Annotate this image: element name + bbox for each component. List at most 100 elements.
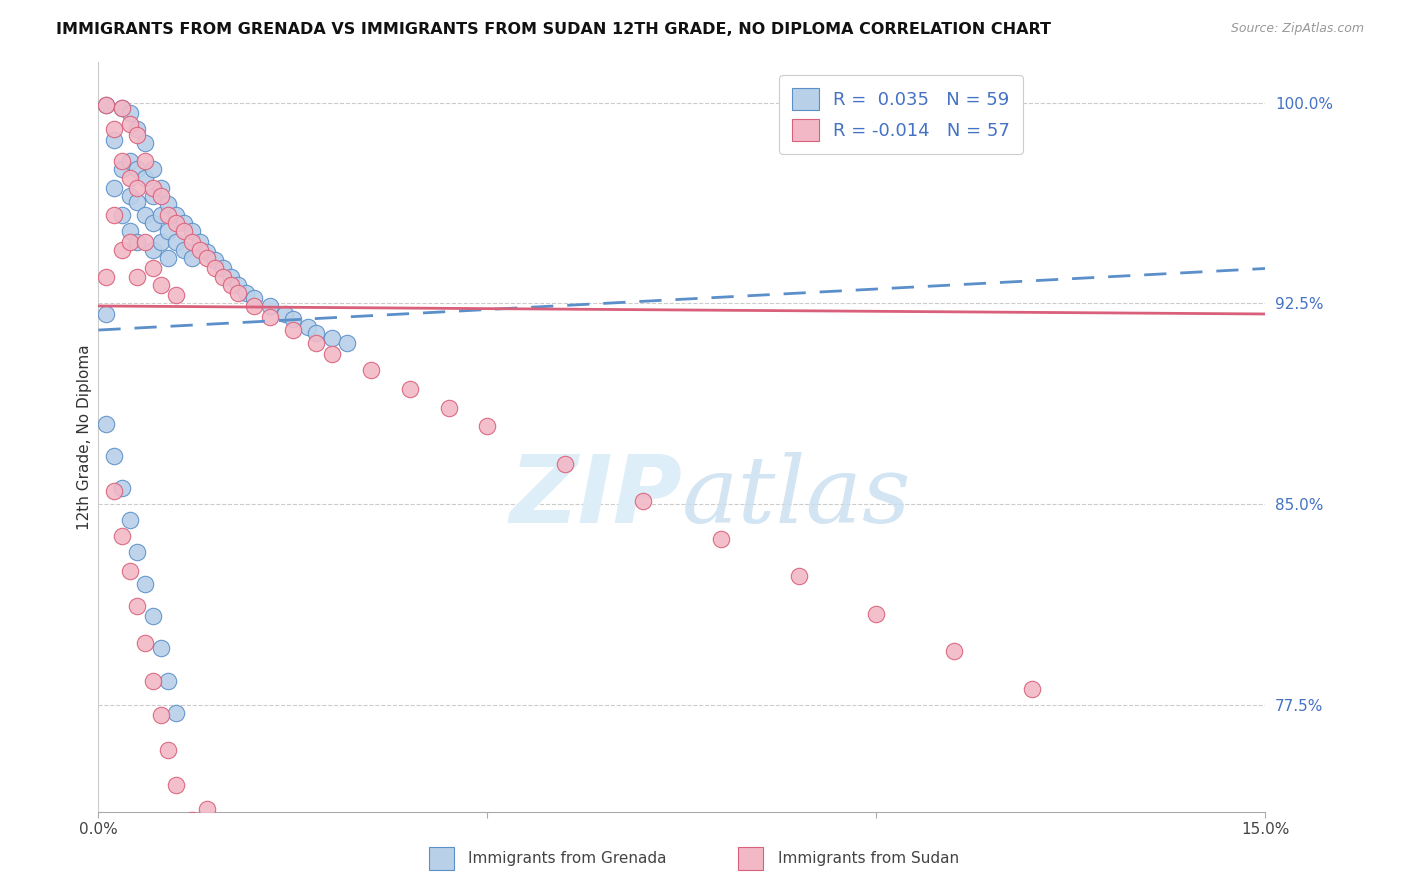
Point <box>118 224 141 238</box>
Point <box>111 481 134 495</box>
Point <box>219 269 242 284</box>
Point <box>195 245 218 260</box>
Point <box>157 208 180 222</box>
Point <box>118 106 141 120</box>
Point <box>149 277 172 292</box>
Point <box>710 532 733 546</box>
Point <box>554 457 576 471</box>
Point <box>111 101 134 115</box>
Point <box>96 98 118 112</box>
Text: Immigrants from Sudan: Immigrants from Sudan <box>778 851 959 866</box>
Text: IMMIGRANTS FROM GRENADA VS IMMIGRANTS FROM SUDAN 12TH GRADE, NO DIPLOMA CORRELAT: IMMIGRANTS FROM GRENADA VS IMMIGRANTS FR… <box>56 22 1052 37</box>
Point <box>127 194 149 209</box>
Point <box>274 307 297 321</box>
Point <box>142 261 165 276</box>
Point <box>228 285 250 300</box>
Point <box>243 291 266 305</box>
Point <box>149 189 172 203</box>
Point <box>142 243 165 257</box>
Point <box>188 235 211 249</box>
Point <box>118 189 141 203</box>
Point <box>165 288 187 302</box>
Point <box>157 673 180 688</box>
Point <box>305 326 328 340</box>
Point <box>111 208 134 222</box>
Point <box>127 599 149 613</box>
Point <box>142 609 165 624</box>
Text: ZIP: ZIP <box>509 451 682 543</box>
Point <box>173 224 195 238</box>
Point <box>165 208 187 222</box>
Point <box>437 401 460 415</box>
Point <box>297 320 319 334</box>
Point <box>118 235 141 249</box>
Point <box>118 513 141 527</box>
Point <box>204 253 226 268</box>
Point <box>259 299 281 313</box>
Point <box>103 449 125 463</box>
Point <box>127 181 149 195</box>
Point <box>157 197 180 211</box>
Point <box>195 802 218 816</box>
Point <box>127 122 149 136</box>
Point <box>165 216 187 230</box>
Point <box>134 636 156 650</box>
Point <box>281 323 304 337</box>
Point <box>111 101 134 115</box>
Point <box>165 706 187 720</box>
Point <box>127 128 149 142</box>
Point <box>204 261 226 276</box>
Point <box>219 277 242 292</box>
Point <box>118 117 141 131</box>
Point <box>118 564 141 578</box>
Point <box>157 251 180 265</box>
Point <box>305 336 328 351</box>
Point <box>103 181 125 195</box>
Point <box>1021 681 1043 696</box>
Point <box>127 162 149 177</box>
Point <box>149 208 172 222</box>
Point <box>142 162 165 177</box>
Point <box>212 269 235 284</box>
Point <box>398 382 420 396</box>
Point <box>142 216 165 230</box>
Point <box>188 243 211 257</box>
Point <box>243 299 266 313</box>
Point <box>103 133 125 147</box>
Point <box>134 208 156 222</box>
Point <box>96 98 118 112</box>
Point <box>336 336 359 351</box>
Point <box>631 494 654 508</box>
Point <box>943 644 966 658</box>
Point <box>96 417 118 431</box>
Point <box>173 216 195 230</box>
Point <box>235 285 257 300</box>
Point <box>134 154 156 169</box>
Point <box>180 224 202 238</box>
Point <box>134 136 156 150</box>
Point <box>118 154 141 169</box>
Text: atlas: atlas <box>682 452 911 542</box>
Point <box>127 545 149 559</box>
Point <box>212 261 235 276</box>
Point <box>96 307 118 321</box>
Point <box>142 673 165 688</box>
Point <box>195 251 218 265</box>
Point <box>149 235 172 249</box>
Point <box>321 331 343 345</box>
Point <box>157 743 180 757</box>
Point <box>111 529 134 543</box>
Point <box>111 154 134 169</box>
Point <box>165 235 187 249</box>
Point <box>142 189 165 203</box>
Point <box>259 310 281 324</box>
Point <box>173 243 195 257</box>
Y-axis label: 12th Grade, No Diploma: 12th Grade, No Diploma <box>77 344 91 530</box>
Point <box>180 813 202 827</box>
Point <box>142 181 165 195</box>
Point <box>127 269 149 284</box>
Point <box>103 122 125 136</box>
Point <box>134 577 156 591</box>
Point <box>118 170 141 185</box>
Legend: R =  0.035   N = 59, R = -0.014   N = 57: R = 0.035 N = 59, R = -0.014 N = 57 <box>779 75 1024 153</box>
